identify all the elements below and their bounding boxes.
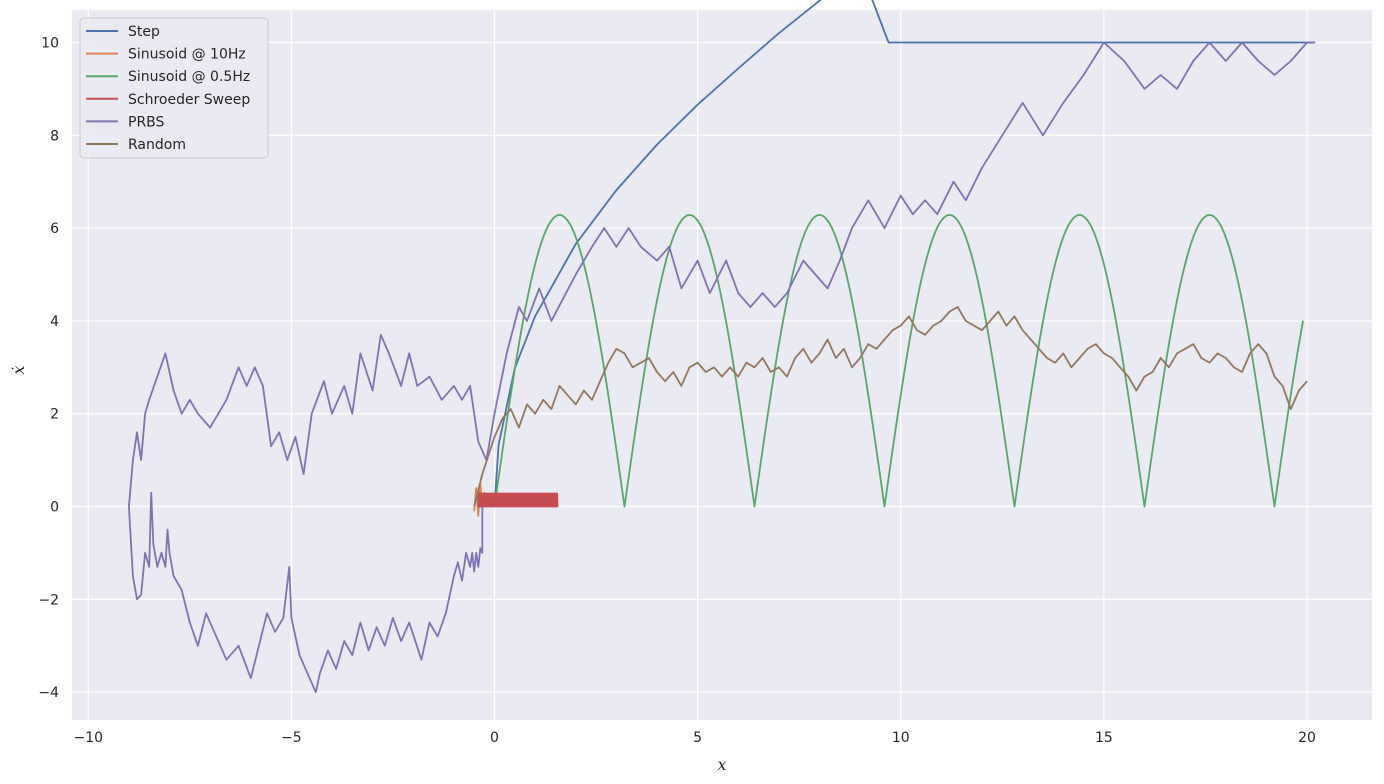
y-tick-label: 4 <box>50 314 59 330</box>
x-tick-label: 15 <box>1095 730 1113 746</box>
x-tick-label: −10 <box>73 730 103 746</box>
y-tick-label: 8 <box>50 128 59 144</box>
y-axis-label: ẋ <box>9 365 28 374</box>
x-tick-label: 10 <box>892 730 910 746</box>
legend-frame <box>79 17 269 159</box>
x-axis-label: x <box>717 755 726 774</box>
legend-label-random: Random <box>128 137 186 153</box>
legend-label-sinusoid-0-5hz: Sinusoid @ 0.5Hz <box>128 69 250 85</box>
series-random <box>473 306 1308 507</box>
legend-label-sinusoid-10hz: Sinusoid @ 10Hz <box>128 47 246 63</box>
x-tick-label: 0 <box>490 730 499 746</box>
grid <box>72 10 1372 720</box>
x-tick-label: 5 <box>693 730 702 746</box>
y-tick-label: 2 <box>50 407 59 423</box>
legend: Step Sinusoid @ 10Hz Sinusoid @ 0.5Hz Schro… <box>79 17 269 159</box>
y-tick-label: −2 <box>38 592 59 608</box>
y-tick-label: 0 <box>50 500 59 516</box>
x-tick-label: −5 <box>281 730 302 746</box>
series-sinusoid-0-5hz <box>493 214 1304 508</box>
y-tick-label: −4 <box>38 685 59 701</box>
legend-label-prbs: PRBS <box>128 114 165 130</box>
legend-label-schroeder-sweep: Schroeder Sweep <box>128 92 250 108</box>
x-tick-labels: −10 −5 0 5 10 15 20 <box>73 730 1315 746</box>
y-tick-label: 6 <box>50 221 59 237</box>
series-schroeder-sweep <box>477 492 559 508</box>
legend-label-step: Step <box>128 24 160 40</box>
plot-background <box>72 10 1372 720</box>
y-tick-labels: −4 −2 0 2 4 6 8 10 <box>38 35 59 701</box>
x-tick-label: 20 <box>1298 730 1316 746</box>
series-prbs <box>128 41 1316 694</box>
y-tick-label: 10 <box>41 35 59 51</box>
series-layer <box>128 0 1316 694</box>
series-step <box>493 0 1316 507</box>
